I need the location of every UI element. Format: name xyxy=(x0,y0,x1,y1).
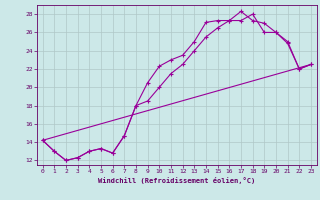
X-axis label: Windchill (Refroidissement éolien,°C): Windchill (Refroidissement éolien,°C) xyxy=(98,177,255,184)
